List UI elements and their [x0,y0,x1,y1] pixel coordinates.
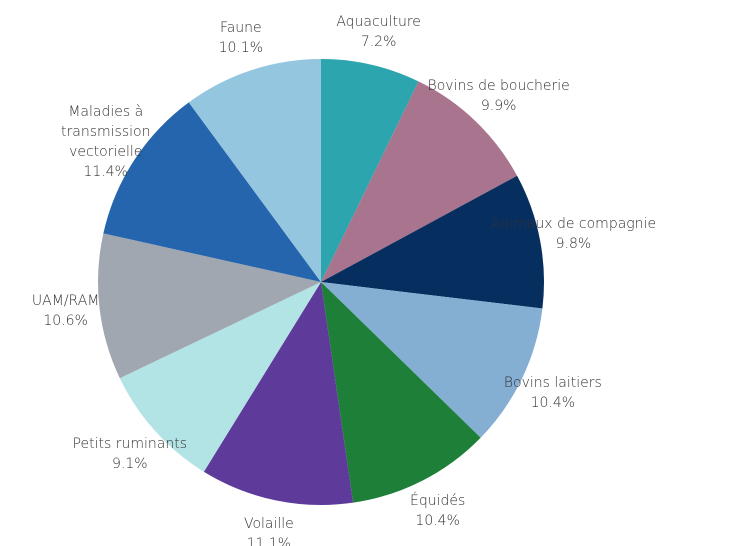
slice-label: Animaux de compagnie 9.8% [473,214,673,254]
pie-slice [321,175,544,309]
category-label: Équidés [410,492,466,509]
slice-label: Faune 10.1% [141,18,341,58]
category-label: Petits ruminants [72,435,188,452]
category-label: Maladies à transmission vectorielle [61,103,151,160]
category-label: Faune [219,19,262,36]
category-label: Animaux de compagnie [490,215,657,232]
pie-slice [321,282,481,503]
value-label: 11.4% [83,163,128,180]
pie-slice [188,58,321,282]
slice-label: Petits ruminants 9.1% [30,434,230,474]
slice-label: Aquaculture 7.2% [279,12,479,52]
pie-slice [321,282,543,438]
value-label: 7.2% [360,33,397,50]
pie-slice [321,59,419,282]
category-label: UAM/RAM [31,293,100,309]
slice-label: Volaille 11.1% [169,514,369,546]
value-label: 9.1% [112,455,148,472]
slice-label: Maladies à transmission vectorielle 11.4% [51,102,161,182]
slice-label: Bovins de boucherie 9.9% [399,76,599,116]
value-label: 10.4% [530,394,576,411]
pie-slice [119,282,321,472]
value-label: 11.1% [246,535,292,546]
value-label: 10.6% [43,313,88,329]
value-label: 9.9% [480,98,517,115]
category-label: Bovins de boucherie [427,78,570,95]
pie-slice [103,102,321,282]
value-label: 10.1% [218,39,264,56]
value-label: 9.8% [555,235,592,252]
slice-label: Bovins laitiers 10.4% [453,373,653,413]
category-label: Aquaculture [336,13,421,30]
category-label: Bovins laitiers [503,374,602,391]
pie-slice [321,81,518,282]
pie-slice [203,282,354,505]
pie-slice [97,233,321,379]
category-label: Volaille [243,515,294,532]
value-label: 10.4% [415,512,460,529]
slice-label: UAM/RAM 10.6% [0,291,166,331]
slice-label: Équidés 10.4% [338,491,538,531]
